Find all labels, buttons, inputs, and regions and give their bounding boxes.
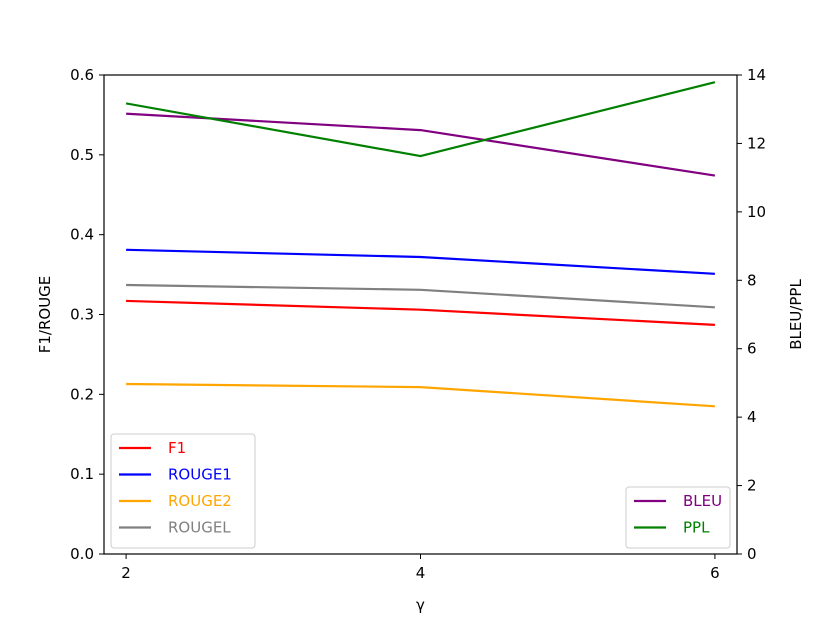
left-axis-label: F1/ROUGE [36,276,54,354]
right-tick-label-12: 12 [747,134,766,152]
left-tick-label-0-1: 0.1 [70,465,94,483]
series-line-ppl [125,81,716,158]
legend-left: F1 ROUGE1 ROUGE2 ROUGEL [110,433,256,549]
legend-label-ppl: PPL [683,519,710,537]
right-tick-label-0: 0 [747,545,757,563]
series-line-rouge2 [126,382,715,408]
right-tick-label-14: 14 [747,66,766,84]
series-line-bleu [126,112,716,177]
legend-label-bleu: BLEU [683,492,722,510]
x-axis-label: γ [416,596,425,614]
legend-right: BLEU PPL [625,486,731,549]
right-axis-label: BLEU/PPL [787,279,805,350]
x-tick-label-2: 2 [121,564,131,582]
left-tick-label-0-2: 0.2 [70,385,94,403]
legend-box [110,433,256,549]
left-tick-label-0-0: 0.0 [70,545,94,563]
legend-label-f1: F1 [168,439,186,457]
x-tick-label-6: 6 [710,564,720,582]
legend-label-rouge1: ROUGE1 [168,466,232,484]
left-tick-label-0-3: 0.3 [70,306,94,324]
right-series-lines [125,81,716,177]
left-tick-label-0-5: 0.5 [70,146,94,164]
left-series-lines [126,248,715,408]
right-tick-label-6: 6 [747,340,757,358]
right-tick-label-8: 8 [747,271,757,289]
right-axis-ticks: 0 2 4 6 8 10 12 14 [737,66,766,563]
legend-label-rouge2: ROUGE2 [168,492,232,510]
x-tick-label-4: 4 [416,564,426,582]
x-axis-ticks: 2 4 6 [121,554,720,582]
left-axis-ticks: 0.0 0.1 0.2 0.3 0.4 0.5 0.6 [70,66,104,563]
left-tick-label-0-4: 0.4 [70,226,94,244]
legend-label-rougel: ROUGEL [168,519,231,537]
series-line-f1 [126,299,715,326]
series-line-rouge1 [126,248,715,275]
series-line-rougel [126,283,715,309]
right-tick-label-2: 2 [747,477,757,495]
right-tick-label-10: 10 [747,203,766,221]
legend-box [625,486,731,549]
right-tick-label-4: 4 [747,408,757,426]
left-tick-label-0-6: 0.6 [70,66,94,84]
